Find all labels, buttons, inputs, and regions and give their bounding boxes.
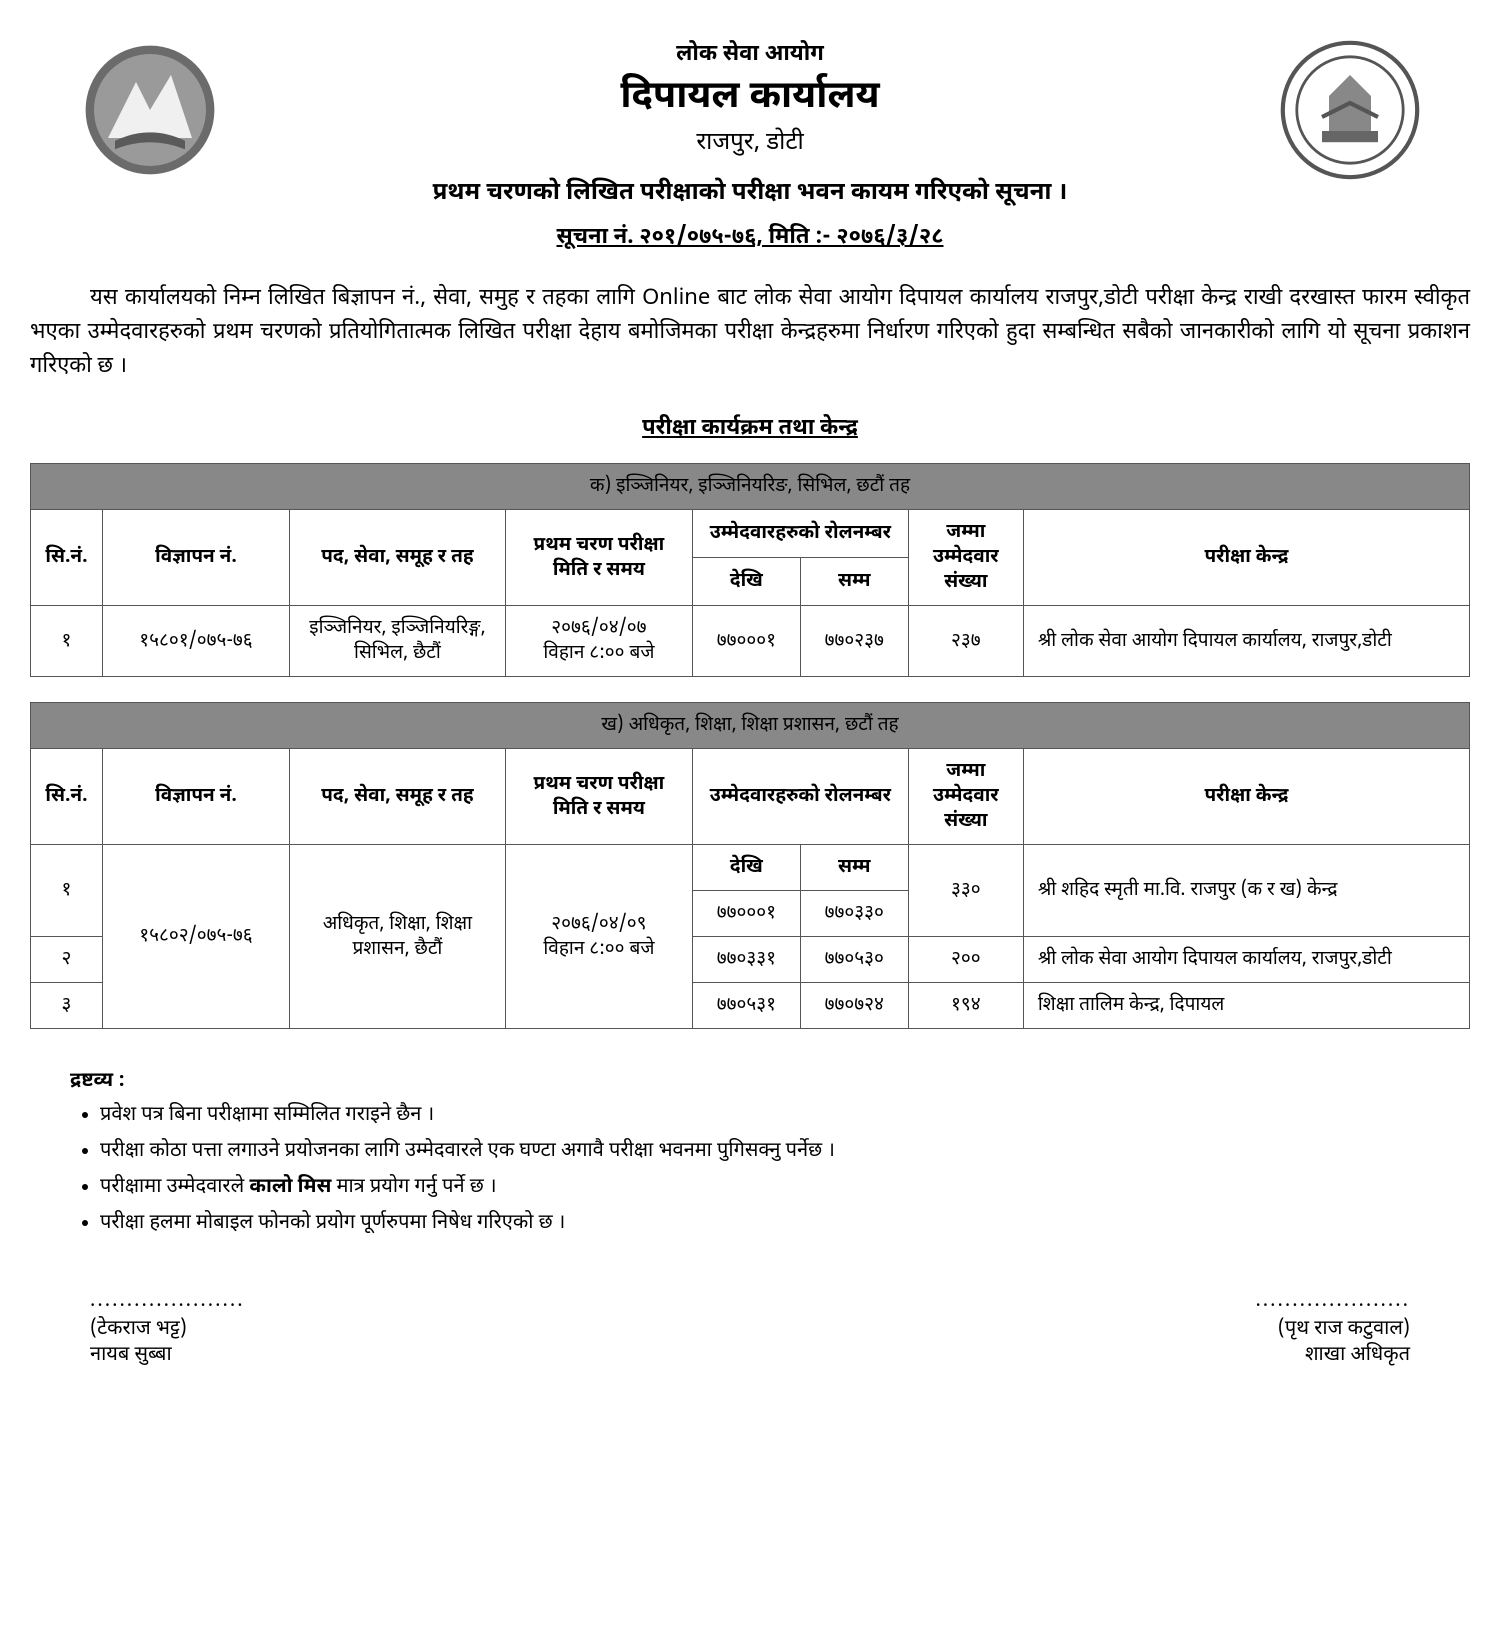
col-from: देखि (692, 558, 800, 606)
col-roll: उम्मेदवारहरुको रोलनम्बर (692, 749, 908, 845)
signature-left: ..................... (टेकराज भट्ट) नायब… (90, 1289, 245, 1369)
col-center: परीक्षा केन्द्र (1023, 510, 1469, 606)
note-item: प्रवेश पत्र बिना परीक्षामा सम्मिलित गराइ… (100, 1101, 1430, 1131)
col-datetime: प्रथम चरण परीक्षा मिति र समय (505, 749, 692, 845)
col-ad: विज्ञापन नं. (102, 749, 289, 845)
col-center: परीक्षा केन्द्र (1023, 749, 1469, 845)
col-roll: उम्मेदवारहरुको रोलनम्बर (692, 510, 908, 558)
note-item: परीक्षामा उम्मेदवारले कालो मिस मात्र प्र… (100, 1173, 1430, 1203)
notes-list: प्रवेश पत्र बिना परीक्षामा सम्मिलित गराइ… (100, 1101, 1430, 1239)
notice-body-paragraph: यस कार्यालयको निम्न लिखित बिज्ञापन नं., … (30, 282, 1470, 384)
notes-section: द्रष्टव्य : प्रवेश पत्र बिना परीक्षामा स… (30, 1069, 1470, 1239)
notice-subject: प्रथम चरणको लिखित परीक्षाको परीक्षा भवन … (433, 177, 1068, 209)
signature-right: ..................... (पृथ राज कटुवाल) श… (1255, 1289, 1410, 1369)
col-sn: सि.नं. (31, 749, 103, 845)
office-location: राजपुर, डोटी (433, 127, 1068, 159)
letterhead: लोक सेवा आयोग दिपायल कार्यालय राजपुर, डो… (30, 40, 1470, 252)
table-row: १ १५८०२/०७५-७६ अधिकृत, शिक्षा, शिक्षा प्… (31, 845, 1470, 891)
org-name: लोक सेवा आयोग (433, 40, 1068, 69)
nepal-emblem-icon (80, 40, 220, 180)
col-total: जम्मा उम्मेदवार संख्या (908, 749, 1023, 845)
notes-label: द्रष्टव्य : (70, 1069, 1430, 1095)
exam-table-a: क) इञ्जिनियर, इञ्जिनियरिङ, सिभिल, छटौं त… (30, 463, 1470, 677)
col-ad: विज्ञापन नं. (102, 510, 289, 606)
col-to: सम्म (800, 558, 908, 606)
exam-table-b: ख) अधिकृत, शिक्षा, शिक्षा प्रशासन, छटौं … (30, 702, 1470, 1029)
col-post: पद, सेवा, समूह र तह (290, 749, 506, 845)
group-a-title: क) इञ्जिनियर, इञ्जिनियरिङ, सिभिल, छटौं त… (31, 464, 1470, 510)
col-datetime: प्रथम चरण परीक्षा मिति र समय (505, 510, 692, 606)
col-sn: सि.नं. (31, 510, 103, 606)
group-b-title: ख) अधिकृत, शिक्षा, शिक्षा प्रशासन, छटौं … (31, 703, 1470, 749)
note-item: परीक्षा कोठा पत्ता लगाउने प्रयोजनका लागि… (100, 1137, 1430, 1167)
psc-seal-icon (1280, 40, 1420, 180)
table-row: १ १५८०१/०७५-७६ इञ्जिनियर, इञ्जिनियरिङ्ग,… (31, 606, 1470, 677)
signature-row: ..................... (टेकराज भट्ट) नायब… (30, 1289, 1470, 1369)
col-total: जम्मा उम्मेदवार संख्या (908, 510, 1023, 606)
section-heading: परीक्षा कार्यक्रम तथा केन्द्र (30, 414, 1470, 443)
office-name: दिपायल कार्यालय (433, 73, 1068, 123)
col-post: पद, सेवा, समूह र तह (290, 510, 506, 606)
notice-number: सूचना नं. २०१/०७५-७६, मिति :- २०७६/३/२८ (433, 223, 1068, 252)
note-item: परीक्षा हलमा मोबाइल फोनको प्रयोग पूर्णरु… (100, 1209, 1430, 1239)
